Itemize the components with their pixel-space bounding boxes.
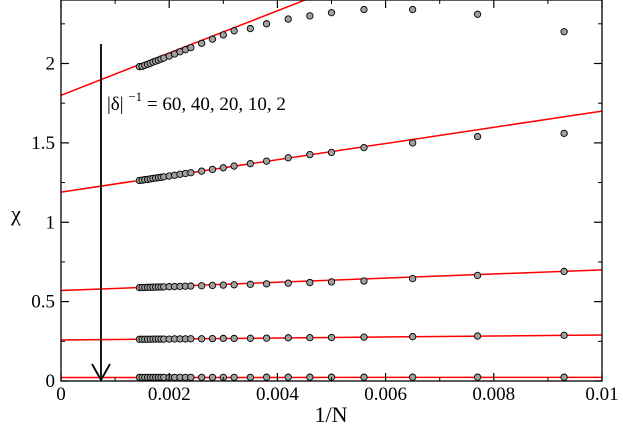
- data-point: [360, 143, 368, 152]
- data-point: [262, 157, 271, 165]
- data-point: [230, 162, 238, 170]
- data-point: [230, 334, 238, 343]
- data-point: [208, 281, 217, 290]
- data-point: [473, 332, 482, 340]
- data-point: [187, 169, 195, 177]
- data-markers: [135, 5, 568, 381]
- plot-frame: [60, 0, 603, 382]
- data-point: [219, 334, 227, 343]
- data-point: [187, 43, 195, 52]
- data-point: [408, 274, 417, 283]
- data-point: [560, 373, 568, 381]
- data-point: [284, 154, 292, 162]
- data-point: [306, 373, 314, 381]
- data-point: [230, 27, 238, 35]
- y-tick-label: 1.5: [31, 133, 55, 154]
- data-point: [187, 282, 195, 290]
- data-point: [262, 334, 271, 342]
- y-tick-label: 1: [46, 212, 56, 233]
- data-point: [327, 278, 336, 286]
- data-point: [284, 279, 292, 287]
- data-point: [306, 150, 314, 159]
- tick-labels: 0 0.002 0.004 0.006 0.008 0.01 0 0.5 1 1.5 2: [31, 54, 618, 406]
- data-point: [262, 373, 271, 381]
- data-point: [327, 333, 336, 342]
- data-point: [473, 10, 482, 18]
- data-point: [284, 334, 292, 342]
- data-point: [246, 280, 255, 288]
- data-point: [327, 148, 336, 157]
- data-point: [473, 271, 482, 280]
- data-point: [560, 331, 568, 339]
- data-point: [360, 333, 368, 341]
- data-point: [230, 281, 238, 289]
- x-tick-label: 0.004: [256, 384, 299, 405]
- annotation-values: = 60, 40, 20, 10, 2: [147, 94, 286, 115]
- data-point: [560, 267, 568, 276]
- arrowhead-icon: [91, 363, 111, 382]
- data-point: [408, 333, 417, 341]
- x-tick-label: 0.002: [148, 384, 191, 405]
- data-point: [208, 165, 217, 174]
- data-point: [262, 20, 271, 28]
- data-point: [408, 373, 417, 381]
- data-point: [219, 31, 227, 39]
- x-tick-label: 0: [56, 384, 66, 405]
- data-point: [262, 280, 271, 288]
- data-point: [408, 5, 417, 14]
- data-point: [473, 132, 482, 141]
- data-point: [284, 373, 292, 381]
- data-point: [408, 139, 417, 147]
- data-point: [360, 5, 368, 14]
- data-point: [230, 373, 238, 381]
- x-tick-label: 0.006: [364, 384, 407, 405]
- data-point: [198, 282, 206, 290]
- data-point: [306, 334, 314, 342]
- data-point: [208, 35, 217, 43]
- data-point: [246, 24, 255, 33]
- annotation-label: |δ| −1 = 60, 40, 20, 10, 2: [107, 85, 286, 115]
- data-point: [306, 12, 314, 20]
- y-tick-label: 2: [46, 54, 56, 75]
- data-point: [219, 281, 227, 289]
- data-point: [198, 373, 206, 381]
- x-tick-label: 0.008: [472, 384, 515, 405]
- data-point: [187, 335, 195, 343]
- data-point: [360, 373, 368, 381]
- annotation-base: |δ|: [107, 94, 124, 115]
- y-axis-label: χ: [10, 201, 21, 226]
- data-point: [560, 129, 568, 138]
- y-tick-label: 0: [46, 371, 56, 392]
- axis-ticks: [60, 0, 603, 382]
- data-point: [198, 39, 206, 47]
- data-point: [219, 164, 227, 172]
- data-point: [306, 278, 314, 287]
- data-point: [187, 373, 195, 381]
- data-point: [198, 335, 206, 343]
- arrow-annotation: [91, 44, 111, 382]
- data-point: [198, 167, 206, 175]
- data-point: [473, 373, 482, 381]
- data-point: [208, 334, 217, 343]
- x-tick-label: 0.01: [585, 384, 618, 405]
- fit-lines: [61, 0, 602, 379]
- annotation-exponent: −1: [128, 89, 142, 104]
- data-point: [360, 277, 368, 285]
- y-tick-label: 0.5: [31, 292, 55, 313]
- data-point: [560, 28, 568, 36]
- data-point: [246, 373, 255, 381]
- data-point: [208, 373, 217, 381]
- x-axis-label: 1/N: [315, 402, 348, 427]
- data-point: [246, 334, 255, 342]
- data-point: [327, 9, 336, 17]
- data-point: [284, 15, 292, 23]
- data-point: [246, 160, 255, 168]
